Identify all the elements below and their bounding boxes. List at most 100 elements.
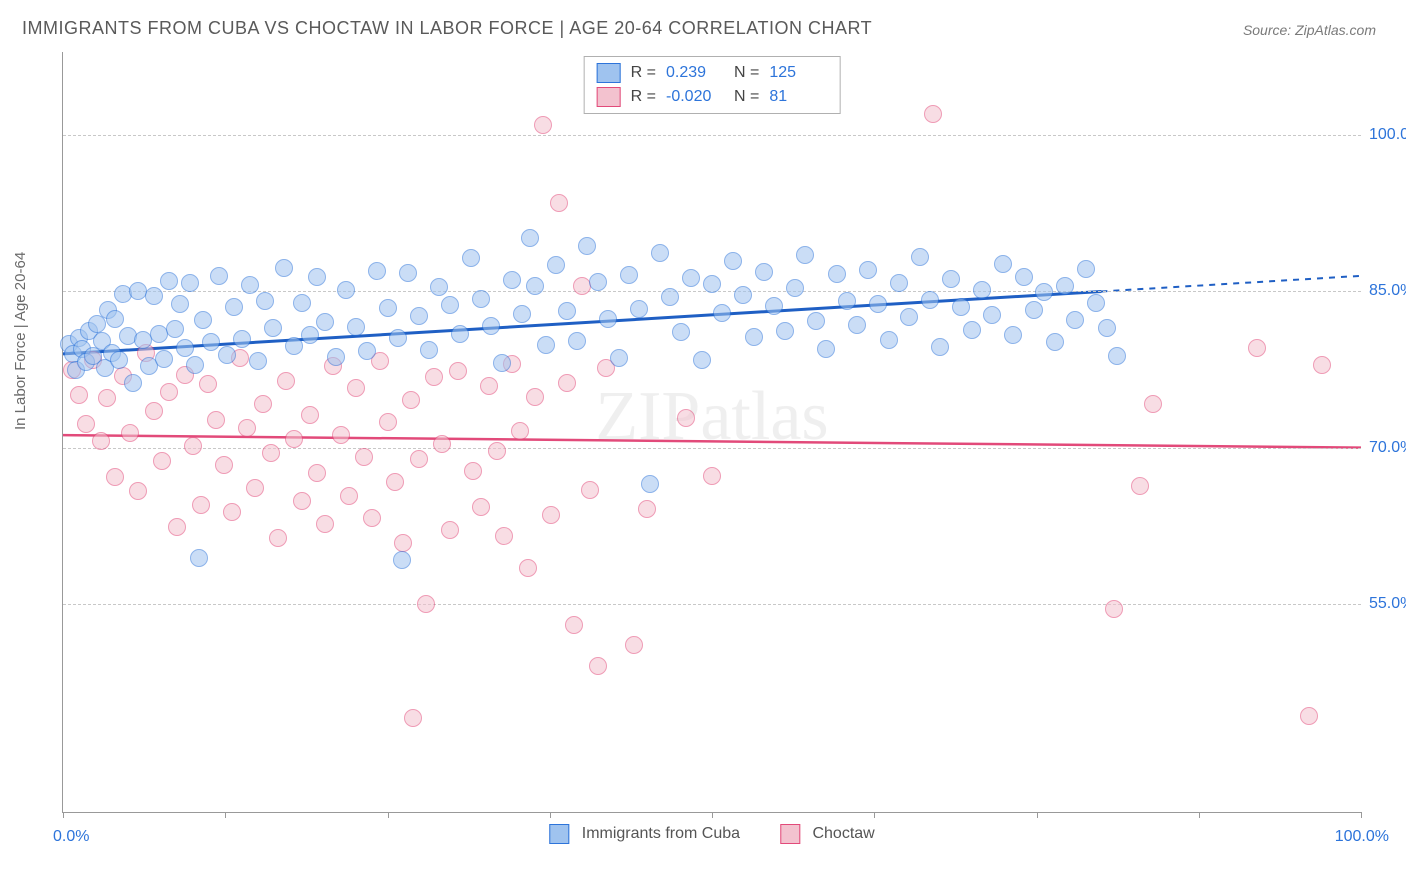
scatter-point-choctaw [262,444,280,462]
scatter-point-choctaw [347,379,365,397]
scatter-point-cuba [399,264,417,282]
scatter-point-choctaw [1300,707,1318,725]
scatter-point-cuba [796,246,814,264]
scatter-point-cuba [921,291,939,309]
scatter-point-cuba [301,326,319,344]
swatch-choctaw-icon [597,87,621,107]
scatter-point-choctaw [145,402,163,420]
scatter-point-cuba [171,295,189,313]
stats-row-choctaw: R = -0.020 N = 81 [597,85,828,109]
scatter-point-cuba [202,333,220,351]
scatter-point-cuba [1025,301,1043,319]
scatter-point-cuba [106,310,124,328]
scatter-point-choctaw [355,448,373,466]
scatter-point-cuba [124,374,142,392]
scatter-point-choctaw [98,389,116,407]
scatter-point-cuba [1035,283,1053,301]
scatter-point-choctaw [379,413,397,431]
source-label: Source: ZipAtlas.com [1243,22,1376,38]
scatter-point-cuba [963,321,981,339]
gridline [63,135,1361,136]
scatter-point-choctaw [565,616,583,634]
scatter-point-cuba [1108,347,1126,365]
scatter-point-cuba [285,337,303,355]
scatter-point-cuba [451,325,469,343]
scatter-point-cuba [160,272,178,290]
scatter-point-cuba [931,338,949,356]
scatter-point-cuba [610,349,628,367]
scatter-point-choctaw [223,503,241,521]
x-axis-min-label: 0.0% [53,828,89,846]
stat-n-cuba: 125 [769,61,827,85]
scatter-point-choctaw [480,377,498,395]
scatter-point-choctaw [677,409,695,427]
scatter-point-cuba [776,322,794,340]
scatter-point-cuba [672,323,690,341]
scatter-point-cuba [420,341,438,359]
scatter-point-cuba [503,271,521,289]
scatter-point-cuba [765,297,783,315]
scatter-point-cuba [661,288,679,306]
scatter-point-cuba [880,331,898,349]
scatter-point-choctaw [192,496,210,514]
x-axis-max-label: 100.0% [1335,828,1389,846]
scatter-point-cuba [599,310,617,328]
scatter-point-choctaw [511,422,529,440]
scatter-point-cuba [693,351,711,369]
stat-label: R = [631,85,656,109]
scatter-point-cuba [275,259,293,277]
scatter-point-choctaw [581,481,599,499]
scatter-point-choctaw [464,462,482,480]
scatter-point-choctaw [1105,600,1123,618]
gridline [63,604,1361,605]
scatter-point-choctaw [293,492,311,510]
scatter-point-cuba [1077,260,1095,278]
legend-item-choctaw: Choctaw [780,824,875,844]
scatter-point-choctaw [215,456,233,474]
trend-lines [63,52,1361,812]
scatter-point-cuba [848,316,866,334]
scatter-point-cuba [537,336,555,354]
scatter-point-choctaw [129,482,147,500]
y-tick-label: 100.0% [1369,126,1406,144]
scatter-point-choctaw [254,395,272,413]
scatter-point-choctaw [402,391,420,409]
scatter-point-cuba [337,281,355,299]
scatter-point-choctaw [168,518,186,536]
gridline [63,448,1361,449]
scatter-point-cuba [786,279,804,297]
stat-label: N = [734,85,759,109]
scatter-point-choctaw [1248,339,1266,357]
scatter-point-cuba [256,292,274,310]
scatter-point-cuba [807,312,825,330]
scatter-point-cuba [724,252,742,270]
scatter-point-cuba [547,256,565,274]
scatter-point-cuba [347,318,365,336]
scatter-point-choctaw [207,411,225,429]
scatter-point-choctaw [638,500,656,518]
x-tick [550,812,551,818]
scatter-point-cuba [194,311,212,329]
scatter-point-choctaw [433,435,451,453]
scatter-point-choctaw [184,437,202,455]
scatter-point-cuba [589,273,607,291]
stats-row-cuba: R = 0.239 N = 125 [597,61,828,85]
scatter-point-cuba [472,290,490,308]
scatter-point-choctaw [340,487,358,505]
stat-label: R = [631,61,656,85]
legend-label-choctaw: Choctaw [812,825,874,842]
scatter-point-cuba [620,266,638,284]
scatter-point-cuba [1046,333,1064,351]
scatter-point-choctaw [394,534,412,552]
scatter-point-choctaw [410,450,428,468]
scatter-point-cuba [1015,268,1033,286]
scatter-point-cuba [308,268,326,286]
scatter-point-cuba [1087,294,1105,312]
scatter-point-cuba [166,320,184,338]
legend: Immigrants from Cuba Choctaw [549,824,874,844]
scatter-point-choctaw [534,116,552,134]
y-tick-label: 70.0% [1369,439,1406,457]
scatter-point-choctaw [472,498,490,516]
scatter-point-cuba [578,237,596,255]
scatter-point-choctaw [92,432,110,450]
